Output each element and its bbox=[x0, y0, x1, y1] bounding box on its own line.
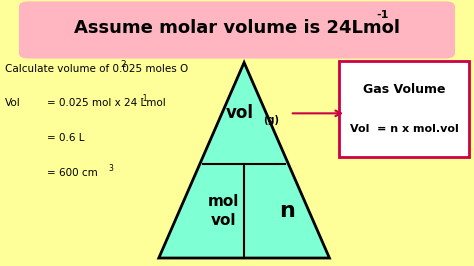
Text: Assume molar volume is 24Lmol: Assume molar volume is 24Lmol bbox=[74, 19, 400, 37]
Text: mol
vol: mol vol bbox=[208, 194, 239, 228]
Text: = 0.025 mol x 24 Lmol: = 0.025 mol x 24 Lmol bbox=[47, 98, 166, 109]
Text: Vol  = n x mol.vol: Vol = n x mol.vol bbox=[350, 124, 458, 134]
FancyBboxPatch shape bbox=[19, 1, 455, 59]
Text: -1: -1 bbox=[376, 10, 388, 20]
Text: 2: 2 bbox=[120, 60, 126, 69]
Text: Vol: Vol bbox=[5, 98, 20, 109]
Text: vol: vol bbox=[225, 104, 254, 122]
Polygon shape bbox=[159, 63, 329, 258]
Text: = 0.6 L: = 0.6 L bbox=[47, 133, 85, 143]
Text: Calculate volume of 0.025 moles O: Calculate volume of 0.025 moles O bbox=[5, 64, 188, 74]
Text: = 600 cm: = 600 cm bbox=[47, 168, 98, 178]
Text: n: n bbox=[279, 201, 295, 221]
Text: 3: 3 bbox=[108, 164, 113, 173]
Text: -1: -1 bbox=[140, 94, 148, 103]
Text: (g): (g) bbox=[263, 115, 279, 125]
FancyBboxPatch shape bbox=[339, 61, 469, 157]
Text: Gas Volume: Gas Volume bbox=[363, 83, 446, 96]
